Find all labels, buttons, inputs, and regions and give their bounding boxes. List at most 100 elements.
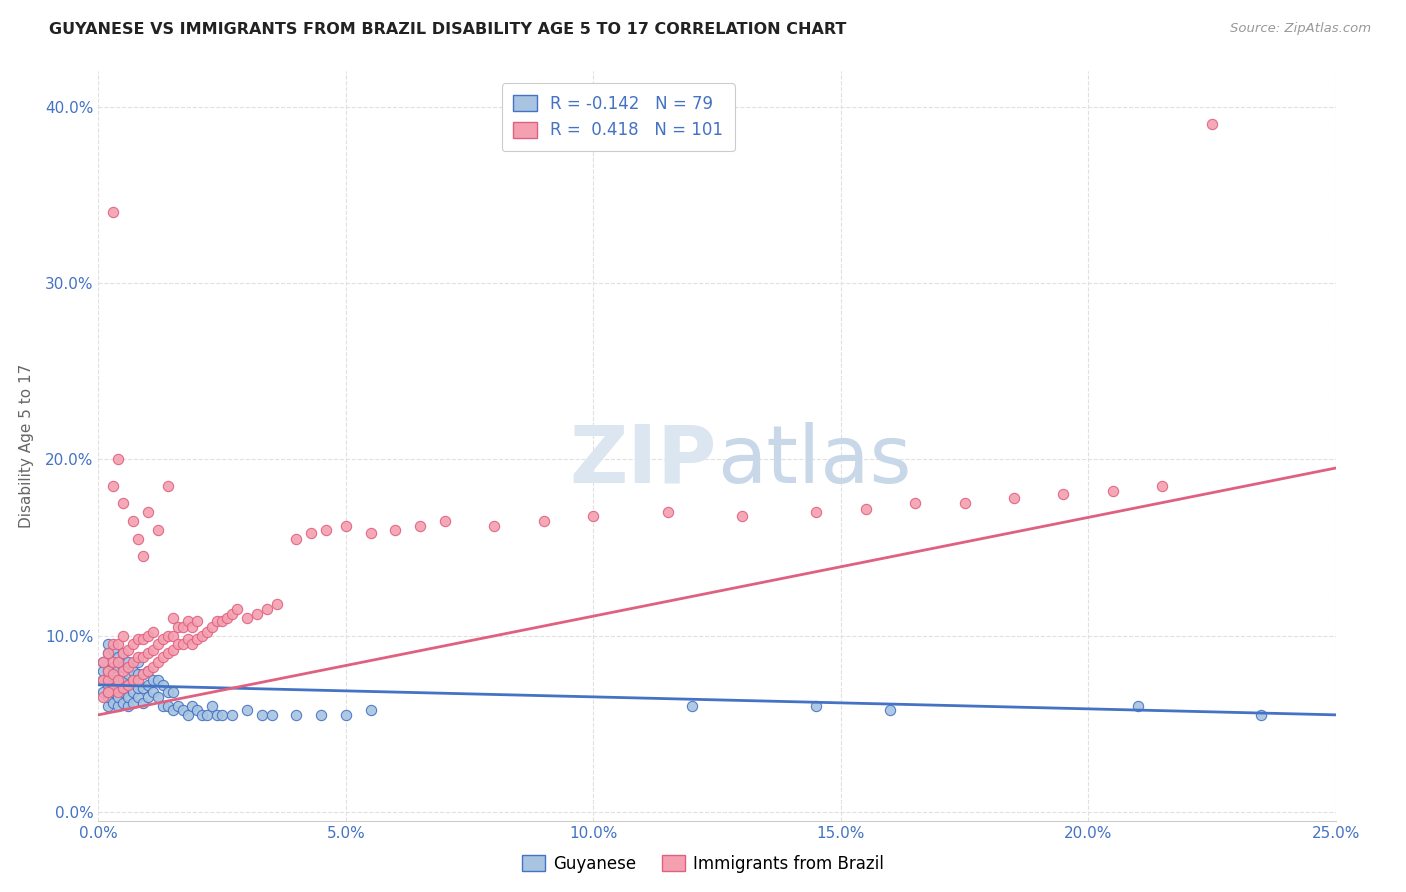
Point [117,660,139,674]
Point [103,637,125,651]
Point [533,514,555,528]
Point [122,637,145,651]
Point [142,673,165,687]
Point [205,615,228,629]
Point [103,678,125,692]
Point [93,685,115,699]
Point [97,664,120,678]
Point [97,673,120,687]
Point [1250,707,1272,722]
Point [136,505,159,519]
Point [117,642,139,657]
Point [221,607,243,622]
Point [103,660,125,674]
Point [657,505,679,519]
Point [117,690,139,705]
Point [107,637,129,651]
Point [97,664,120,678]
Point [122,696,145,710]
Point [107,660,129,674]
Point [122,655,145,669]
Point [156,699,179,714]
Point [146,690,169,705]
Point [117,678,139,692]
Point [107,673,129,687]
Point [136,628,159,642]
Point [132,632,155,646]
Point [181,699,204,714]
Point [201,699,224,714]
Point [127,673,149,687]
Point [176,632,198,646]
Point [127,632,149,646]
Point [256,602,278,616]
Point [127,681,149,696]
Point [136,664,159,678]
Point [103,478,125,492]
Point [97,678,120,692]
Point [360,702,382,716]
Point [107,655,129,669]
Legend: R = -0.142   N = 79, R =  0.418   N = 101: R = -0.142 N = 79, R = 0.418 N = 101 [502,84,734,151]
Text: Source: ZipAtlas.com: Source: ZipAtlas.com [1230,22,1371,36]
Point [1126,699,1149,714]
Point [260,707,283,722]
Point [93,655,115,669]
Point [112,696,135,710]
Point [166,699,188,714]
Point [93,673,115,687]
Point [1201,117,1223,131]
Point [176,615,198,629]
Point [221,707,243,722]
Point [107,452,129,467]
Point [117,655,139,669]
Point [181,637,204,651]
Point [152,699,174,714]
Point [246,607,269,622]
Point [93,690,115,705]
Point [117,678,139,692]
Point [156,628,179,642]
Point [132,667,155,681]
Point [582,508,605,523]
Point [360,526,382,541]
Point [103,655,125,669]
Point [166,620,188,634]
Point [146,655,169,669]
Point [132,681,155,696]
Point [299,526,322,541]
Point [1152,478,1174,492]
Point [484,519,506,533]
Point [309,707,332,722]
Point [117,699,139,714]
Point [97,690,120,705]
Point [136,664,159,678]
Point [127,690,149,705]
Point [127,655,149,669]
Point [205,707,228,722]
Point [217,611,239,625]
Point [1102,483,1125,498]
Point [107,699,129,714]
Point [103,696,125,710]
Point [172,620,194,634]
Point [156,478,179,492]
Point [409,519,432,533]
Point [127,532,149,546]
Point [146,637,169,651]
Point [384,523,406,537]
Point [186,632,208,646]
Point [804,699,827,714]
Point [112,660,135,674]
Point [132,649,155,664]
Point [1002,491,1025,505]
Point [162,642,184,657]
Point [93,655,115,669]
Point [132,667,155,681]
Point [132,696,155,710]
Point [122,514,145,528]
Point [879,702,901,716]
Point [136,690,159,705]
Point [97,646,120,660]
Point [107,681,129,696]
